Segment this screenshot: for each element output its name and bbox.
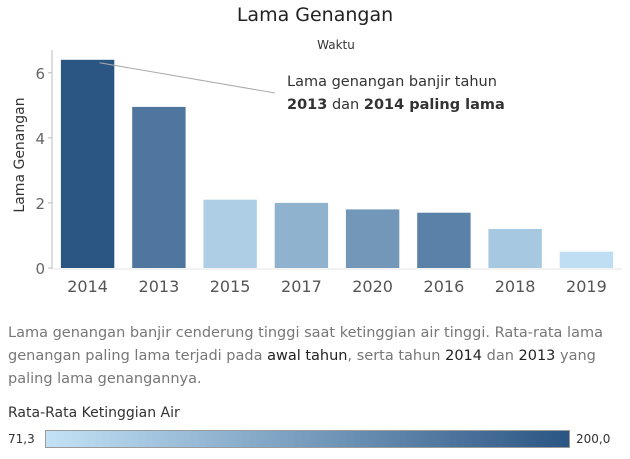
chart-description: Lama genangan banjir cenderung tinggi sa…	[8, 322, 618, 391]
bar-2014[interactable]	[60, 59, 115, 268]
bar-2018[interactable]	[488, 229, 542, 268]
description-part-4: yang paling lama genangannya.	[8, 348, 596, 387]
x-tick-label: 2018	[495, 277, 536, 296]
x-tick-label: 2019	[566, 277, 607, 296]
description-highlight-2013: 2013	[518, 348, 556, 364]
bar-2020[interactable]	[345, 209, 400, 268]
x-tick-label: 2016	[424, 277, 465, 296]
annotation-line-1: Lama genangan banjir tahun	[287, 74, 497, 90]
bar-2015[interactable]	[203, 199, 257, 268]
description-part-3: dan	[482, 348, 519, 364]
color-legend-title: Rata-Rata Ketinggian Air	[8, 405, 180, 421]
description-part-1: Lama genangan banjir cenderung tinggi sa…	[8, 325, 603, 364]
description-highlight-2014: 2014	[445, 348, 482, 364]
chart-title: Lama Genangan	[236, 4, 394, 26]
color-legend-gradient	[45, 430, 570, 448]
description-highlight-awal-tahun: awal tahun	[267, 348, 348, 364]
color-legend-max: 200,0	[576, 432, 611, 446]
y-tick-label: 2	[35, 195, 45, 213]
x-tick-label: 2014	[67, 277, 108, 296]
bar-2016[interactable]	[417, 212, 471, 268]
chart-subtitle: Waktu	[317, 38, 355, 52]
bar-2019[interactable]	[559, 251, 614, 268]
y-tick-label: 6	[35, 65, 45, 83]
x-tick-label: 2015	[210, 277, 251, 296]
color-legend-min: 71,3	[8, 432, 35, 446]
annotation-joiner: dan	[327, 97, 364, 113]
x-tick-label: 2013	[139, 277, 180, 296]
bar-chart: Lama Genangan 0 2 4 6 2014 2013 2015 2017 2020 2…	[12, 50, 622, 296]
description-part-2: , serta tahun	[347, 348, 446, 364]
y-axis-label: Lama Genangan	[12, 97, 28, 212]
annotation-year-2013: 2013	[287, 97, 327, 113]
x-tick-label: 2020	[352, 277, 393, 296]
y-tick-label: 4	[35, 130, 45, 148]
bar-2017[interactable]	[274, 202, 329, 268]
annotation-line-2: 2013 dan 2014 paling lama	[287, 97, 505, 113]
bar-2013[interactable]	[132, 106, 186, 269]
y-tick-label: 0	[35, 260, 45, 278]
annotation-year-2014: 2014	[364, 97, 404, 113]
x-tick-label: 2017	[281, 277, 322, 296]
annotation-suffix: paling lama	[404, 97, 505, 113]
annotation-leader-line	[99, 62, 276, 94]
